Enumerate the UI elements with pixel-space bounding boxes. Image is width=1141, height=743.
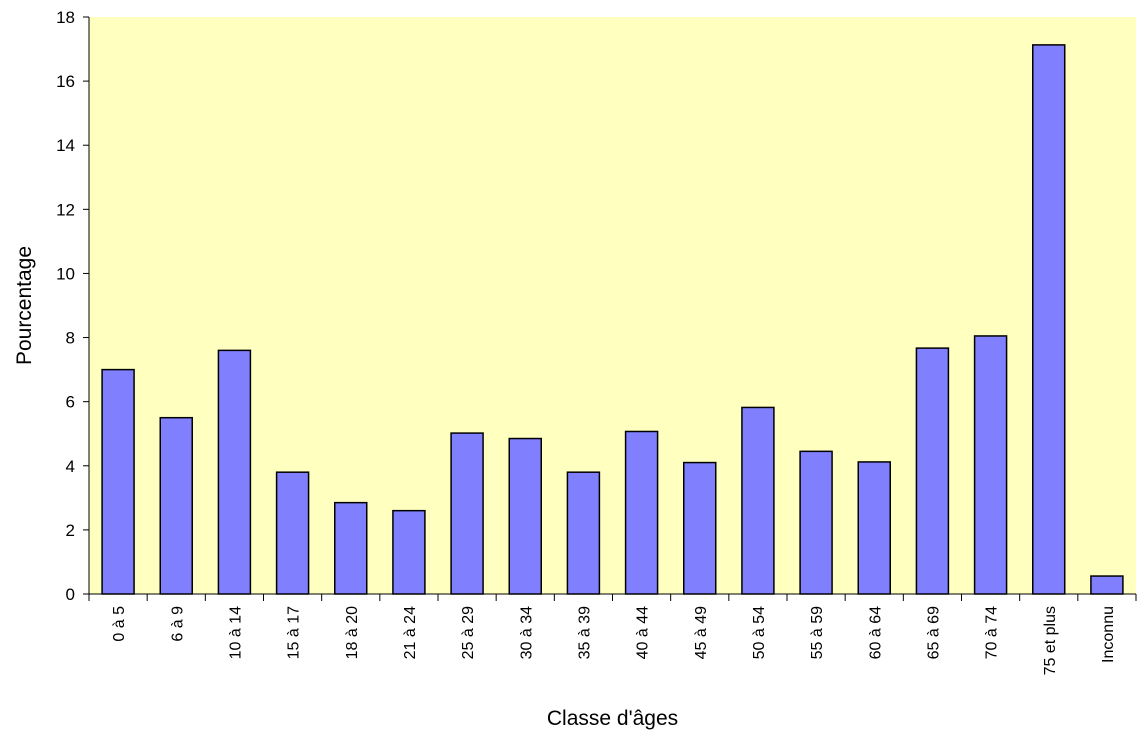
bar-11 xyxy=(683,461,717,595)
y-tick-label: 14 xyxy=(56,136,75,155)
bar-series xyxy=(101,44,1124,595)
y-tick-label: 8 xyxy=(66,329,75,348)
y-tick-label: 6 xyxy=(66,393,75,412)
x-tick-label: 60 à 64 xyxy=(867,606,884,659)
x-axis: 0 à 5 6 à 9 10 à 14 15 à 17 18 à 20 21 à 24 25… xyxy=(88,593,1137,675)
bar-4 xyxy=(275,471,310,595)
bar-13 xyxy=(799,450,833,595)
y-axis: 0 2 4 6 8 10 12 14 16 18 xyxy=(56,8,90,604)
bar-10 xyxy=(624,430,659,595)
y-tick-label: 16 xyxy=(56,72,75,91)
x-tick-label: 15 à 17 xyxy=(286,606,303,659)
x-tick-label: Inconnu xyxy=(1100,606,1117,663)
bar-9 xyxy=(566,471,601,595)
y-tick-label: 18 xyxy=(56,8,75,27)
bar-6 xyxy=(392,509,426,595)
bar-18 xyxy=(1090,575,1124,595)
x-tick-label: 6 à 9 xyxy=(169,606,186,642)
y-tick-label: 0 xyxy=(66,585,75,604)
x-tick-label: 65 à 69 xyxy=(925,606,942,659)
y-tick-label: 12 xyxy=(56,200,75,219)
x-tick-label: 10 à 14 xyxy=(227,606,244,659)
y-axis-label: Pourcentage xyxy=(13,246,36,365)
y-tick-label: 4 xyxy=(66,457,75,476)
bar-7 xyxy=(450,432,484,595)
x-tick-label: 70 à 74 xyxy=(984,606,1001,659)
plot-area xyxy=(89,17,1136,594)
x-tick-label: 21 à 24 xyxy=(402,606,419,659)
bar-2 xyxy=(159,416,193,595)
x-tick-label: 75 et plus xyxy=(1042,606,1059,675)
x-tick-label: 40 à 44 xyxy=(635,606,652,659)
bar-15 xyxy=(915,347,950,595)
x-tick-label: 0 à 5 xyxy=(111,606,128,642)
x-tick-label: 55 à 59 xyxy=(809,606,826,659)
bar-16 xyxy=(973,335,1008,595)
x-tick-label: 50 à 54 xyxy=(751,606,768,659)
bar-1 xyxy=(101,368,135,595)
x-tick-label: 30 à 34 xyxy=(518,606,535,659)
x-axis-label: Classe d'âges xyxy=(547,707,678,730)
bar-5 xyxy=(334,501,368,595)
x-tick-label: 45 à 49 xyxy=(693,606,710,659)
x-tick-label: 35 à 39 xyxy=(576,606,593,659)
bar-17 xyxy=(1032,44,1066,595)
bar-3 xyxy=(217,349,252,595)
y-tick-label: 10 xyxy=(56,264,75,283)
bar-14 xyxy=(857,461,891,595)
y-tick-label: 2 xyxy=(66,521,75,540)
bar-8 xyxy=(508,437,542,595)
x-tick-label: 25 à 29 xyxy=(460,606,477,659)
x-tick-label: 18 à 20 xyxy=(344,606,361,659)
bar-12 xyxy=(741,406,775,595)
